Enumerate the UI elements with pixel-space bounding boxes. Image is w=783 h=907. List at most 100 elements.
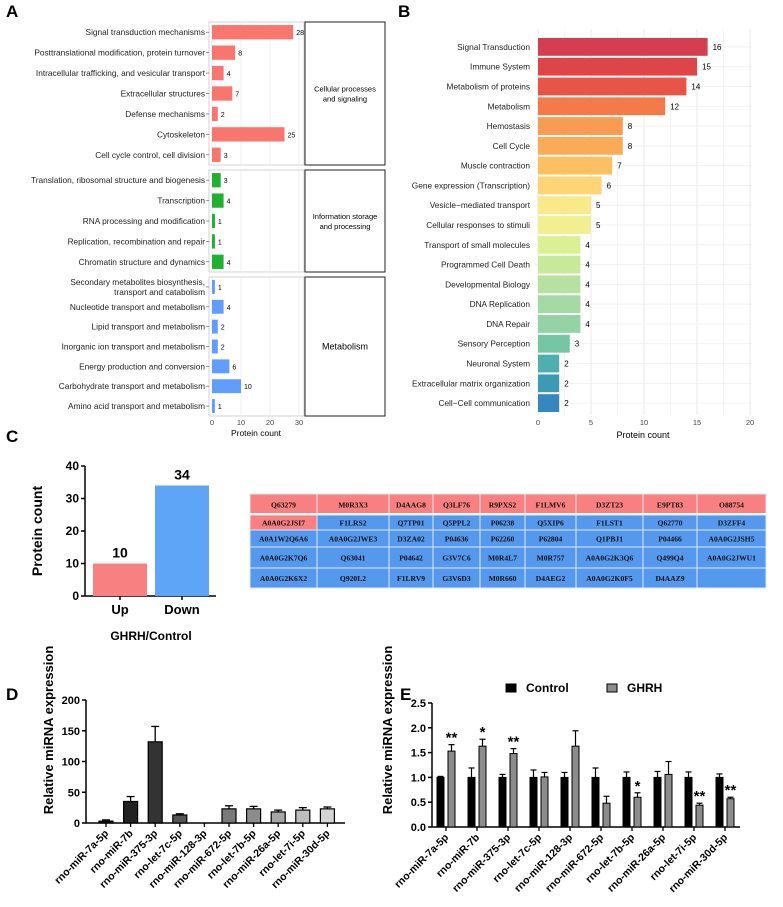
data-label: 14 [691, 82, 700, 91]
bar-ghrh [695, 804, 704, 828]
bar [212, 127, 285, 142]
category-label: Neuronal System [466, 359, 530, 369]
bar [122, 800, 139, 824]
data-label: 4 [227, 305, 231, 312]
protein-id: Q62770 [658, 519, 683, 528]
data-label: 1 [218, 219, 222, 226]
panel-label-b: B [398, 2, 410, 21]
tick-label: 0 [72, 589, 79, 603]
protein-id: D4AAG8 [396, 501, 426, 510]
bar [212, 86, 233, 101]
category-label: Signal transduction mechanisms [86, 27, 205, 37]
data-label: 4 [585, 261, 590, 270]
bar [212, 359, 230, 374]
tick-label: 40 [66, 459, 80, 473]
category-label: Defense mechanisms [125, 109, 205, 119]
chart-d-mirna: 050100150200rno-miR-7a-5prno-miR-7brno-m… [41, 646, 345, 891]
bar-ghrh [726, 798, 735, 828]
bar [538, 176, 602, 195]
tick-label: 20 [66, 524, 80, 538]
protein-id: M0R660 [489, 574, 517, 583]
bar [98, 820, 114, 824]
bar [212, 339, 218, 354]
tick-label: 30 [66, 492, 80, 506]
bar [212, 319, 218, 334]
bar [221, 808, 237, 824]
panel-label-c: C [6, 427, 18, 446]
data-label: 8 [628, 142, 633, 151]
tick-label: 10 [237, 418, 245, 427]
data-label: 16 [713, 43, 722, 52]
data-label: 8 [628, 122, 633, 131]
bar [538, 136, 623, 155]
chart-b-reactome: 16 Signal Transduction 15 Immune System 14 Me… [412, 29, 754, 440]
significance-marker: * [480, 724, 486, 741]
bar [538, 275, 581, 294]
bar-control [498, 776, 507, 828]
data-label: 4 [227, 199, 231, 206]
tick-label: 15 [693, 418, 701, 427]
protein-id: M0R757 [537, 554, 565, 563]
bar [295, 809, 311, 824]
category-label: Programmed Cell Death [441, 260, 530, 270]
protein-id: D3ZA02 [397, 535, 425, 544]
tick-label: 100 [62, 757, 80, 769]
category-label: Intracellular trafficking, and vesicular… [36, 68, 206, 78]
tick-label: 2.5 [411, 698, 426, 710]
bar-ghrh [478, 745, 487, 828]
protein-id: P04636 [445, 535, 469, 544]
bar [538, 394, 560, 413]
bar-control [591, 776, 600, 828]
protein-id: P04466 [658, 535, 682, 544]
axis-title: Protein count [29, 486, 45, 577]
label-line: Secondary metabolites biosynthesis, [70, 277, 205, 287]
tick-label: 150 [62, 726, 80, 738]
data-label: 5 [596, 201, 601, 210]
category-label: Signal Transduction [457, 42, 530, 52]
bar [212, 193, 224, 208]
protein-id: R9PXS2 [489, 501, 517, 510]
tick-label: 30 [295, 418, 303, 427]
protein-id: P04642 [399, 554, 423, 563]
panel-label-a: A [6, 2, 18, 21]
data-label: 3 [224, 178, 228, 185]
bar [538, 57, 697, 76]
significance-marker: * [635, 778, 641, 795]
label-line: Information storage [313, 212, 378, 221]
data-label: 2 [221, 112, 225, 119]
category-label: Cytoskeleton [157, 129, 205, 139]
category-label: Nucleotide transport and metabolism [70, 302, 205, 312]
bar [212, 106, 218, 122]
facet-strip [304, 21, 386, 166]
bar-control [622, 776, 631, 828]
data-label: 10 [112, 545, 128, 561]
protein-id: Q7TP01 [397, 519, 424, 528]
data-label: 34 [174, 467, 190, 483]
tick-label: 200 [62, 695, 80, 707]
category-label: Translation, ribosomal structure and bio… [31, 175, 205, 185]
tick-label: 0.5 [411, 797, 426, 809]
bar-ghrh [602, 802, 611, 828]
category-label: Transport of small molecules [424, 240, 530, 250]
bar-control [653, 776, 662, 828]
legend-label: GHRH [627, 681, 662, 695]
bar [147, 741, 163, 824]
tick-label: 0 [74, 818, 80, 830]
protein-id: P62260 [491, 535, 515, 544]
category-label: Transcription [157, 196, 205, 206]
bar [270, 811, 286, 824]
protein-id: D3ZT23 [596, 501, 623, 510]
bar [212, 254, 224, 269]
data-label: 4 [227, 71, 231, 78]
bar [538, 156, 613, 175]
protein-id: Q5PPL2 [443, 519, 471, 528]
tick-label: 0.0 [411, 822, 426, 834]
data-label: 10 [244, 384, 252, 391]
category-label: Metabolism [488, 101, 531, 111]
category-label: Replication, recombination and repair [68, 236, 206, 246]
protein-id: A0A0G2JWE3 [329, 535, 378, 544]
tick-label: 20 [746, 418, 754, 427]
protein-id: Q63041 [341, 554, 366, 563]
protein-id: Q1PBJ1 [596, 535, 623, 544]
